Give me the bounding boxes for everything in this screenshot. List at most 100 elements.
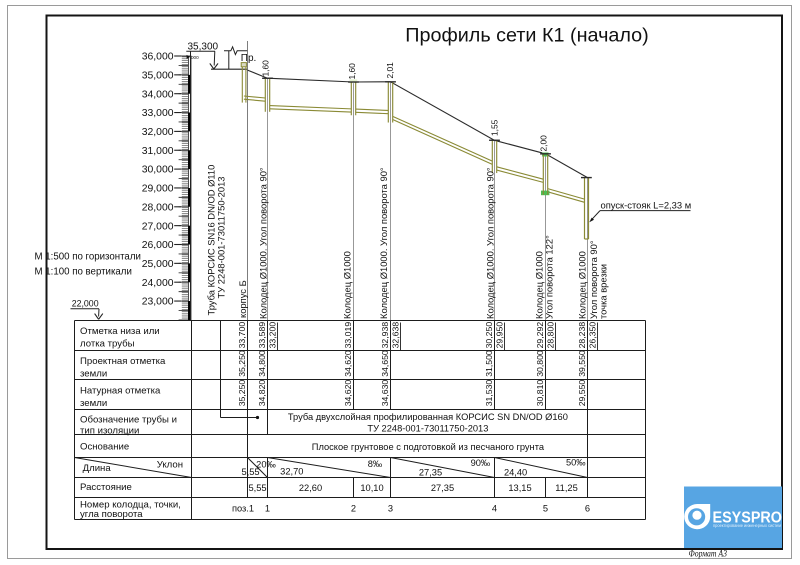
svg-text:тип изоляции: тип изоляции: [80, 426, 139, 437]
svg-text:земли: земли: [80, 368, 107, 379]
svg-text:Уклон: Уклон: [157, 460, 183, 471]
svg-text:26,350: 26,350: [588, 322, 598, 349]
svg-text:33,200: 33,200: [268, 322, 278, 349]
svg-text:6: 6: [585, 503, 590, 513]
svg-text:34,800: 34,800: [257, 350, 267, 377]
svg-text:34,620: 34,620: [343, 350, 353, 377]
svg-text:проектирование инженерных сист: проектирование инженерных систем: [713, 523, 781, 528]
svg-text:27,35: 27,35: [431, 483, 454, 493]
svg-text:корпус Б: корпус Б: [237, 280, 248, 318]
svg-text:5,55: 5,55: [248, 483, 266, 493]
svg-text:29,000: 29,000: [142, 184, 174, 195]
svg-text:Профиль сети К1 (начало): Профиль сети К1 (начало): [405, 24, 649, 46]
svg-text:5: 5: [543, 503, 548, 513]
svg-text:опуск-стояк L=2,33 м: опуск-стояк L=2,33 м: [601, 200, 692, 211]
svg-text:24,40: 24,40: [504, 467, 527, 477]
svg-text:34,630: 34,630: [380, 380, 390, 407]
svg-text:28,238: 28,238: [577, 322, 587, 349]
svg-text:39,550: 39,550: [577, 350, 587, 377]
svg-text:1,60: 1,60: [260, 60, 270, 77]
svg-text:10,10: 10,10: [360, 483, 383, 493]
svg-text:2: 2: [351, 503, 356, 513]
svg-text:31,000: 31,000: [142, 146, 174, 157]
svg-text:22,60: 22,60: [299, 483, 322, 493]
svg-text:27,000: 27,000: [142, 221, 174, 232]
svg-text:4: 4: [492, 503, 497, 513]
svg-text:лотка трубы: лотка трубы: [80, 338, 135, 349]
svg-text:50‰: 50‰: [566, 457, 586, 467]
svg-text:32,938: 32,938: [380, 322, 390, 349]
svg-text:35,300: 35,300: [188, 42, 219, 53]
svg-text:2,00: 2,00: [539, 135, 549, 152]
svg-text:1: 1: [265, 503, 270, 513]
svg-text:Угол поворота 122°: Угол поворота 122°: [543, 235, 554, 319]
svg-text:33,589: 33,589: [257, 322, 267, 349]
svg-text:Угол поворота 90°: Угол поворота 90°: [588, 240, 599, 319]
svg-text:35,250: 35,250: [237, 350, 247, 377]
svg-text:поз.1: поз.1: [232, 503, 254, 513]
svg-text:29,550: 29,550: [577, 380, 587, 407]
svg-text:Колодец Ø1000: Колодец Ø1000: [576, 251, 587, 319]
svg-text:Колодец Ø1000: Колодец Ø1000: [533, 251, 544, 319]
svg-text:точка врезки: точка врезки: [597, 264, 608, 319]
svg-text:35,000: 35,000: [142, 70, 174, 81]
svg-text:13,15: 13,15: [508, 483, 531, 493]
svg-text:ТУ 2248-001-73011750-2013: ТУ 2248-001-73011750-2013: [367, 424, 488, 434]
svg-text:ТУ 2248-001-73011750-2013: ТУ 2248-001-73011750-2013: [216, 176, 227, 298]
svg-text:Колодец Ø1000. Угол поворота 9: Колодец Ø1000. Угол поворота 90°: [257, 167, 268, 319]
svg-text:1,60: 1,60: [347, 63, 357, 80]
svg-text:22,000: 22,000: [72, 299, 99, 309]
svg-text:000: 000: [191, 55, 199, 60]
svg-text:Колодец Ø1000. Угол поворота 9: Колодец Ø1000. Угол поворота 90°: [378, 167, 389, 319]
svg-text:33,000: 33,000: [142, 108, 174, 119]
svg-text:1,55: 1,55: [490, 119, 500, 136]
svg-text:34,820: 34,820: [257, 380, 267, 407]
svg-text:8‰: 8‰: [368, 459, 383, 469]
svg-text:Колодец Ø1000: Колодец Ø1000: [341, 251, 352, 319]
svg-text:33,700: 33,700: [237, 322, 247, 349]
svg-text:угла поворота: угла поворота: [80, 509, 143, 520]
svg-text:31,530: 31,530: [484, 380, 494, 407]
svg-text:Основание: Основание: [80, 442, 129, 453]
svg-text:М 1:500 по горизонтали: М 1:500 по горизонтали: [35, 252, 141, 263]
svg-text:Натурная отметка: Натурная отметка: [80, 386, 161, 397]
svg-text:Длина: Длина: [83, 463, 112, 474]
svg-text:земли: земли: [80, 398, 107, 409]
svg-text:ESYSPRO: ESYSPRO: [713, 509, 783, 526]
svg-text:35,250: 35,250: [237, 380, 247, 407]
svg-text:32,000: 32,000: [142, 127, 174, 138]
svg-text:32,70: 32,70: [280, 467, 303, 477]
svg-text:90‰: 90‰: [471, 458, 491, 468]
svg-text:5,55: 5,55: [241, 467, 259, 477]
svg-text:Колодец Ø1000. Угол поворота 9: Колодец Ø1000. Угол поворота 90°: [484, 167, 495, 319]
svg-text:Формат А3: Формат А3: [689, 549, 728, 560]
svg-text:2,01: 2,01: [385, 62, 395, 79]
svg-text:Обозначение трубы и: Обозначение трубы и: [80, 414, 177, 425]
svg-text:11,25: 11,25: [555, 483, 578, 493]
svg-text:Плоское грунтовое с подготовко: Плоское грунтовое с подготовкой из песча…: [312, 442, 545, 452]
svg-text:Проектная отметка: Проектная отметка: [80, 356, 166, 367]
svg-text:34,650: 34,650: [380, 350, 390, 377]
svg-text:27,35: 27,35: [419, 468, 442, 478]
svg-text:29,292: 29,292: [535, 322, 545, 349]
svg-text:30,250: 30,250: [484, 322, 494, 349]
svg-text:Труба КОРСИС SN16 DN/OD Ø110: Труба КОРСИС SN16 DN/OD Ø110: [206, 165, 217, 316]
svg-text:Номер колодца, точки,: Номер колодца, точки,: [80, 499, 181, 510]
svg-text:Труба двухслойная профилирован: Труба двухслойная профилированная КОРСИС…: [288, 412, 568, 422]
svg-text:30,800: 30,800: [535, 350, 545, 377]
svg-text:26,000: 26,000: [142, 240, 174, 251]
svg-text:3: 3: [388, 503, 393, 513]
svg-text:30,000: 30,000: [142, 165, 174, 176]
svg-text:31,500: 31,500: [484, 350, 494, 377]
svg-text:25,000: 25,000: [142, 259, 174, 270]
svg-text:29,950: 29,950: [495, 322, 505, 349]
svg-text:34,000: 34,000: [142, 89, 174, 100]
svg-text:34,620: 34,620: [343, 380, 353, 407]
svg-text:33,019: 33,019: [343, 322, 353, 349]
svg-text:28,000: 28,000: [142, 202, 174, 213]
svg-text:30,810: 30,810: [535, 380, 545, 407]
svg-text:Отметка низа или: Отметка низа или: [80, 326, 160, 337]
svg-text:32,638: 32,638: [391, 322, 401, 349]
svg-text:36,000: 36,000: [142, 52, 174, 63]
svg-text:20‰: 20‰: [256, 459, 276, 469]
